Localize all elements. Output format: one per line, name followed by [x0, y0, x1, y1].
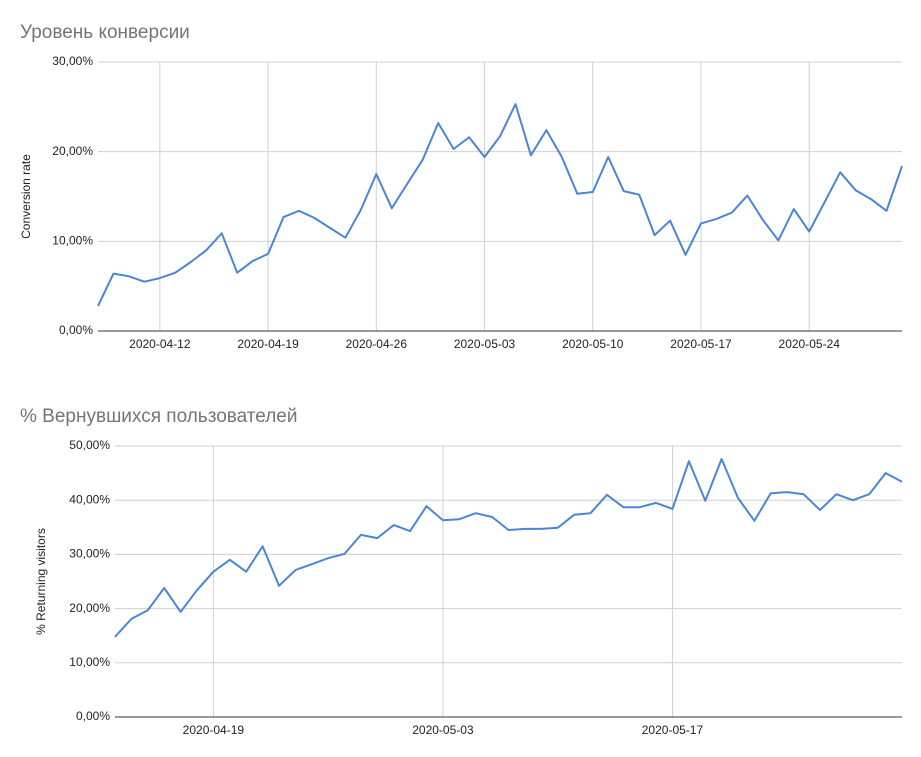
x-tick-label: 2020-05-03	[412, 723, 474, 737]
y-tick-label: 30,00%	[69, 547, 110, 561]
x-tick-label: 2020-04-19	[237, 337, 299, 351]
y-tick-label: 0,00%	[76, 709, 110, 723]
x-tick-label: 2020-04-19	[183, 723, 245, 737]
chart-title: % Вернувшихся пользователей	[20, 406, 298, 427]
x-tick-label: 2020-04-12	[129, 337, 191, 351]
y-tick-label: 0,00%	[59, 323, 93, 337]
y-tick-label: 10,00%	[69, 655, 110, 669]
y-tick-label: 50,00%	[69, 438, 110, 452]
x-tick-label: 2020-05-03	[454, 337, 516, 351]
chart-title: Уровень конверсии	[20, 22, 190, 43]
y-axis-label: % Returning visitors	[34, 528, 48, 635]
x-tick-label: 2020-04-26	[346, 337, 408, 351]
series-line	[97, 103, 903, 307]
x-tick-label: 2020-05-24	[779, 337, 841, 351]
y-tick-label: 20,00%	[52, 144, 93, 158]
y-tick-label: 20,00%	[69, 601, 110, 615]
x-tick-label: 2020-05-17	[670, 337, 732, 351]
y-tick-label: 30,00%	[52, 54, 93, 68]
y-tick-label: 40,00%	[69, 492, 110, 506]
y-axis-label: Conversion rate	[19, 154, 33, 239]
series-line	[114, 458, 903, 638]
x-tick-label: 2020-05-17	[642, 723, 704, 737]
y-tick-label: 10,00%	[52, 234, 93, 248]
x-tick-label: 2020-05-10	[562, 337, 624, 351]
